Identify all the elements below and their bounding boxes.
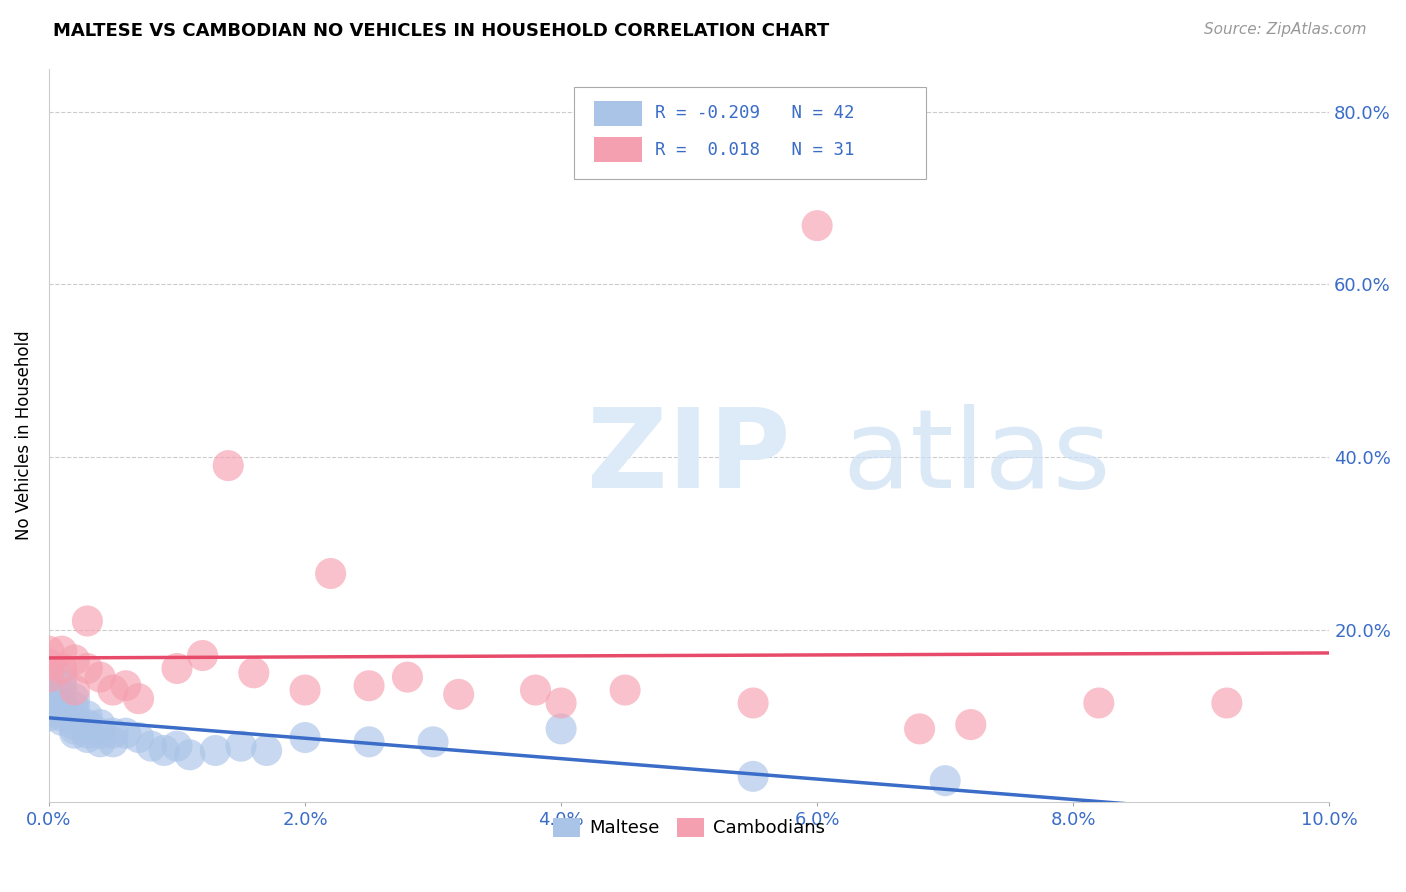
Point (76, 709, 98, 723)
Point (51, 687, 73, 701)
Point (179, 747, 201, 762)
Point (63, 717, 86, 731)
Point (153, 743, 176, 757)
Point (614, 683, 637, 698)
Point (114, 679, 136, 693)
Point (89, 726, 111, 740)
Text: Source: ZipAtlas.com: Source: ZipAtlas.com (1204, 22, 1367, 37)
Point (128, 691, 150, 706)
Point (101, 683, 124, 698)
Point (243, 665, 266, 680)
Point (63, 709, 86, 723)
Text: ZIP: ZIP (586, 404, 790, 511)
Point (908, 722, 931, 736)
FancyBboxPatch shape (574, 87, 927, 178)
Point (63, 691, 86, 706)
Point (101, 735, 124, 749)
Point (38, 709, 60, 723)
Point (550, 696, 572, 710)
Point (357, 679, 380, 693)
FancyBboxPatch shape (595, 137, 641, 162)
Point (128, 731, 150, 745)
Point (76, 717, 98, 731)
Point (959, 717, 981, 731)
Point (63, 653, 86, 667)
Point (204, 743, 226, 757)
Point (806, 219, 828, 233)
Point (422, 735, 444, 749)
Point (89, 735, 111, 749)
Point (76, 726, 98, 740)
Text: MALTESE VS CAMBODIAN NO VEHICLES IN HOUSEHOLD CORRELATION CHART: MALTESE VS CAMBODIAN NO VEHICLES IN HOUS… (53, 22, 830, 40)
Point (550, 722, 572, 736)
Point (742, 769, 765, 783)
Point (396, 670, 419, 684)
Point (101, 726, 124, 740)
Point (38, 644, 60, 658)
Text: atlas: atlas (842, 404, 1111, 511)
Point (38, 670, 60, 684)
Point (1088, 696, 1111, 710)
Point (1216, 696, 1239, 710)
Point (319, 566, 342, 581)
Point (51, 679, 73, 693)
Y-axis label: No Vehicles in Household: No Vehicles in Household (15, 331, 32, 541)
Point (742, 696, 765, 710)
Point (447, 687, 470, 701)
Point (51, 709, 73, 723)
Point (38, 691, 60, 706)
Point (38, 700, 60, 714)
Point (51, 670, 73, 684)
Point (217, 458, 239, 473)
Point (934, 773, 956, 788)
Point (63, 726, 86, 740)
Point (63, 683, 86, 698)
Point (51, 713, 73, 727)
Point (51, 700, 73, 714)
Point (524, 683, 547, 698)
Point (166, 739, 188, 754)
Point (38, 657, 60, 672)
Point (294, 683, 316, 698)
Point (38, 705, 60, 719)
Point (89, 717, 111, 731)
Point (76, 614, 98, 628)
Text: R = -0.209   N = 42: R = -0.209 N = 42 (655, 104, 853, 122)
Point (76, 731, 98, 745)
Point (38, 683, 60, 698)
Point (166, 661, 188, 675)
Point (114, 726, 136, 740)
Point (141, 739, 163, 754)
FancyBboxPatch shape (595, 101, 641, 126)
Point (63, 700, 86, 714)
Point (51, 644, 73, 658)
Point (191, 648, 214, 663)
Point (256, 743, 278, 757)
Point (89, 670, 111, 684)
Point (51, 661, 73, 675)
Legend: Maltese, Cambodians: Maltese, Cambodians (546, 811, 832, 845)
Text: R =  0.018   N = 31: R = 0.018 N = 31 (655, 141, 853, 159)
Point (51, 696, 73, 710)
Point (229, 739, 252, 754)
Point (294, 731, 316, 745)
Point (357, 735, 380, 749)
Point (63, 722, 86, 736)
Point (76, 661, 98, 675)
